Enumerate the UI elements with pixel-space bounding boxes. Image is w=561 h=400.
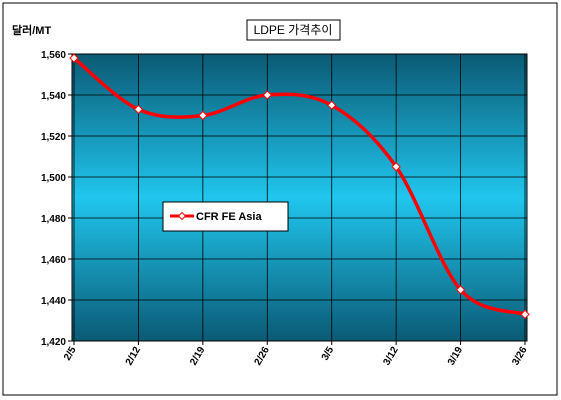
legend: CFR FE Asia (162, 201, 289, 232)
grid-lines (72, 54, 527, 341)
data-point-marker (391, 162, 401, 172)
chart-title-box: LDPE 가격추이 (246, 19, 341, 41)
y-tick-label: 1,500 (41, 173, 66, 184)
legend-marker-swatch (177, 211, 187, 221)
data-point-marker (133, 104, 144, 115)
title-border (246, 19, 341, 41)
y-tick-label: 1,520 (41, 132, 66, 143)
data-point-marker (455, 285, 466, 295)
data-point-marker (327, 100, 337, 110)
plot-area (71, 53, 528, 342)
y-tick-label: 1,460 (41, 255, 66, 266)
y-tick-label: 1,420 (41, 337, 66, 348)
data-point-marker (520, 309, 530, 320)
series-layer (69, 53, 530, 320)
legend-label: CFR FE Asia (196, 211, 262, 223)
y-tick-label: 1,480 (41, 214, 66, 225)
series-line (72, 56, 526, 317)
data-point-marker (198, 110, 208, 121)
y-axis-ticks: 1,420 1,440 1,460 1,480 1,500 1,520 1,540 1,560 (41, 50, 72, 348)
chart-title: LDPE 가격추이 (254, 23, 333, 37)
data-point-marker (69, 53, 79, 63)
y-axis-label: 달러/MT (12, 23, 51, 37)
y-tick-label: 1,440 (41, 296, 66, 307)
data-point-marker (262, 90, 272, 100)
y-tick-label: 1,560 (41, 50, 66, 61)
y-tick-label: 1,540 (41, 91, 66, 102)
